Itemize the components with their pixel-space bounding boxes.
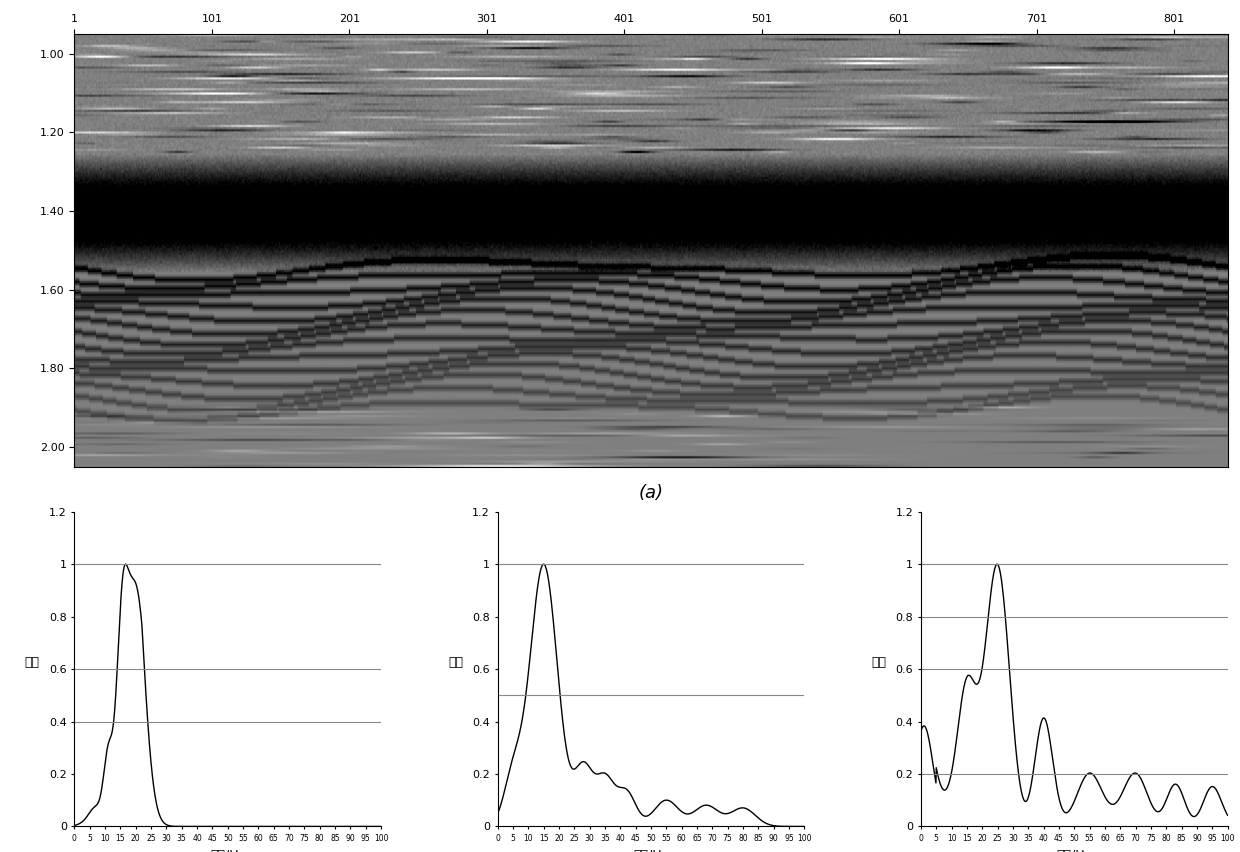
X-axis label: 频率/Hz: 频率/Hz: [211, 849, 246, 852]
X-axis label: 频率/Hz: 频率/Hz: [634, 849, 668, 852]
Y-axis label: 振幅: 振幅: [448, 656, 463, 669]
Y-axis label: 振幅: 振幅: [25, 656, 40, 669]
X-axis label: 频率/Hz: 频率/Hz: [1056, 849, 1091, 852]
Y-axis label: 振幅: 振幅: [872, 656, 887, 669]
Text: (a): (a): [639, 484, 663, 502]
